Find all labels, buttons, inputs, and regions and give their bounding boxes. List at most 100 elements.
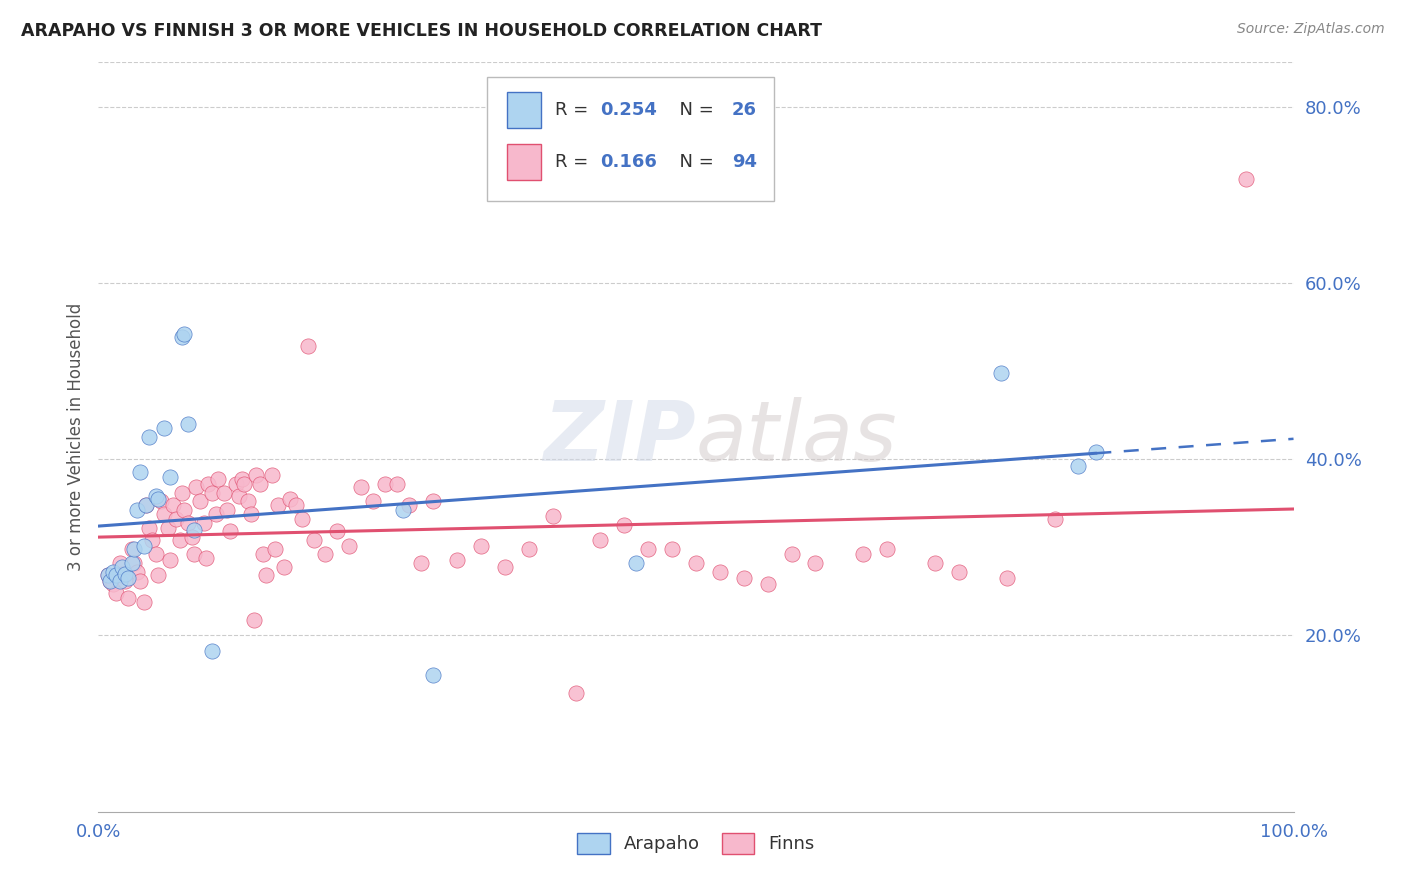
Point [217,503,239,517]
Text: N =: N = [668,101,720,119]
Point [129,574,152,588]
Point [398,498,420,512]
Point [637,542,659,557]
Point [411,556,433,570]
Point [470,539,492,553]
Point [1085,445,1108,459]
Legend: Arapaho, Finns: Arapaho, Finns [568,823,824,863]
Point [177,417,200,431]
Point [97,568,120,582]
Point [162,498,184,512]
Point [924,556,946,570]
Point [124,556,146,570]
Point [101,565,124,579]
Point [541,509,564,524]
Point [709,565,731,579]
Point [138,521,160,535]
FancyBboxPatch shape [508,92,541,128]
Point [233,476,256,491]
Point [177,516,200,530]
Point [385,476,409,491]
Text: 0.254: 0.254 [600,101,657,119]
Point [804,556,827,570]
Y-axis label: 3 or more Vehicles in Household: 3 or more Vehicles in Household [66,303,84,571]
Point [149,494,172,508]
Point [1043,512,1066,526]
Point [626,556,648,570]
Point [186,480,208,494]
Point [1067,459,1090,474]
Point [995,571,1018,585]
Point [264,542,287,557]
Point [183,523,205,537]
Text: ZIP: ZIP [543,397,696,477]
Point [121,542,143,557]
Point [297,339,319,353]
Point [111,566,134,581]
Point [948,565,970,579]
Point [201,485,224,500]
Point [260,467,283,482]
Point [589,533,612,548]
Point [121,556,143,570]
Point [165,512,187,526]
Point [685,556,707,570]
Text: atlas: atlas [696,397,897,477]
Point [141,533,163,548]
Point [124,542,146,557]
Point [876,542,898,557]
FancyBboxPatch shape [508,144,541,180]
Point [363,494,385,508]
Point [236,494,259,508]
Point [101,577,124,591]
Text: 0.166: 0.166 [600,153,657,171]
Point [153,421,176,435]
Point [125,565,148,579]
Point [273,559,295,574]
Point [254,568,277,582]
Text: ARAPAHO VS FINNISH 3 OR MORE VEHICLES IN HOUSEHOLD CORRELATION CHART: ARAPAHO VS FINNISH 3 OR MORE VEHICLES IN… [21,22,823,40]
Point [117,591,139,606]
Point [350,480,373,494]
Point [197,476,219,491]
Point [240,507,263,521]
Point [114,574,136,588]
Point [212,485,235,500]
Point [169,533,191,548]
Point [193,516,215,530]
Point [148,491,170,506]
Point [114,566,136,581]
Point [195,550,218,565]
Point [252,547,274,561]
Point [138,430,160,444]
Point [204,507,226,521]
Point [422,668,444,682]
Point [156,521,179,535]
Point [117,571,139,585]
Text: 26: 26 [733,101,756,119]
Point [284,498,307,512]
Point [517,542,540,557]
Point [180,530,202,544]
Text: R =: R = [555,153,593,171]
Point [228,489,250,503]
Point [201,644,224,658]
Point [1234,171,1257,186]
Point [105,586,128,600]
Point [145,547,167,561]
Point [188,494,211,508]
Point [129,466,152,480]
Point [339,539,361,553]
Point [315,547,337,561]
Point [231,471,253,485]
Point [111,559,134,574]
Point [446,553,468,567]
Point [148,568,170,582]
Point [159,469,181,483]
Point [125,503,148,517]
Point [565,686,588,700]
Point [852,547,875,561]
Point [135,498,157,512]
Point [173,503,195,517]
Point [243,613,266,627]
